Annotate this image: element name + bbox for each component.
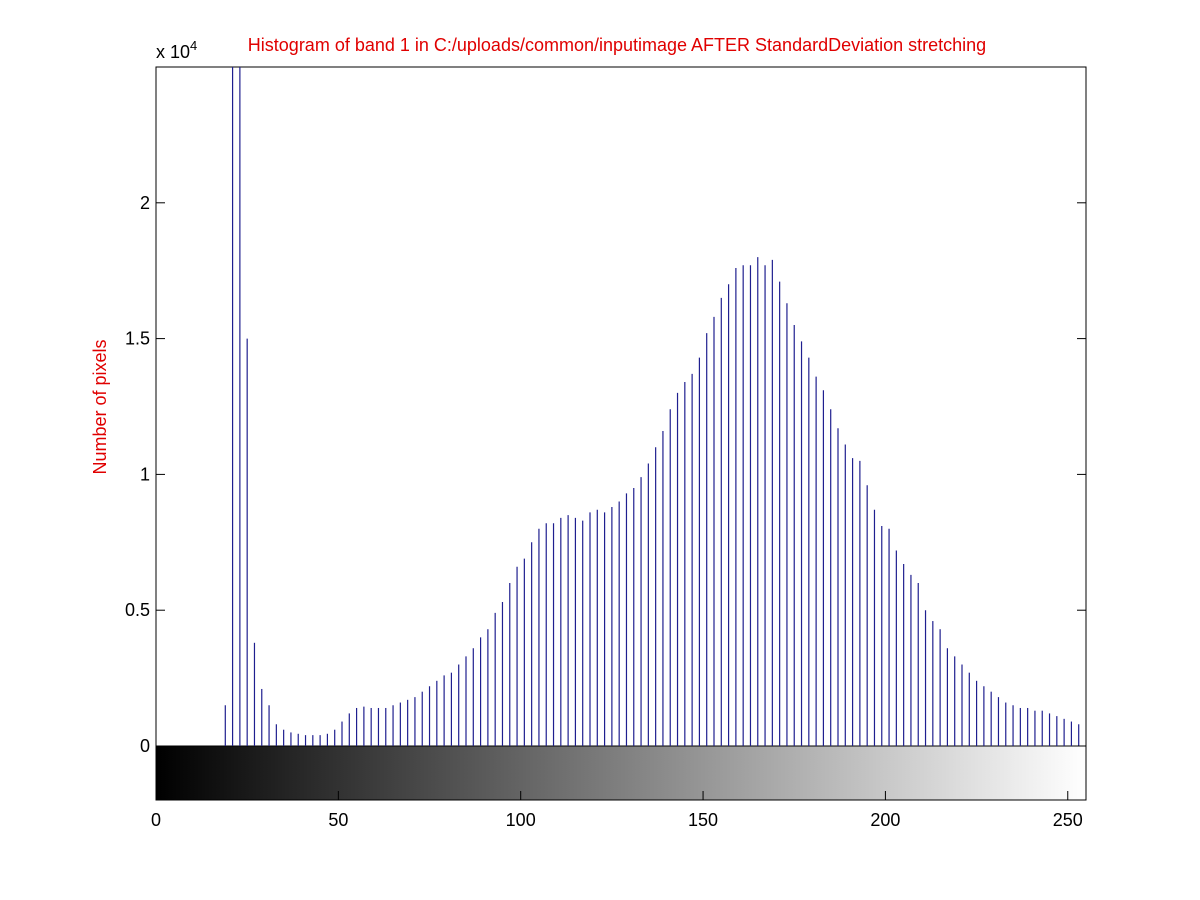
- x-tick-label: 200: [870, 810, 900, 830]
- y-multiplier: x 104: [156, 38, 197, 62]
- multiplier-base: x 10: [156, 42, 190, 62]
- x-tick-label: 100: [506, 810, 536, 830]
- y-tick-label: 2: [140, 193, 150, 213]
- x-tick-label: 150: [688, 810, 718, 830]
- stems: [224, 67, 1080, 746]
- x-tick-label: 50: [328, 810, 348, 830]
- plot-area: [155, 66, 1087, 747]
- y-tick-label: 0: [140, 736, 150, 756]
- y-tick-label: 1: [140, 464, 150, 484]
- chart-title: Histogram of band 1 in C:/uploads/common…: [248, 35, 986, 55]
- x-tick-label: 0: [151, 810, 161, 830]
- multiplier-exponent: 4: [190, 38, 197, 53]
- colorbar: [155, 745, 1087, 801]
- y-tick-label: 1.5: [125, 329, 150, 349]
- y-axis-label: Number of pixels: [90, 339, 110, 474]
- y-tick-label: 0.5: [125, 600, 150, 620]
- x-tick-label: 250: [1053, 810, 1083, 830]
